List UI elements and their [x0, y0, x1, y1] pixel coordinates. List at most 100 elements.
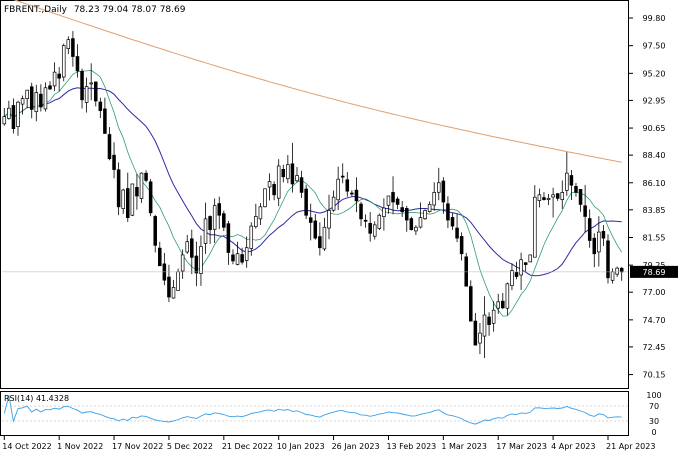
candle: [597, 216, 601, 267]
candle-body: [336, 178, 340, 201]
candle-body: [340, 175, 345, 178]
candle: [464, 252, 468, 287]
candle-body: [583, 205, 587, 217]
rsi-indicator: 100 70 30 0: [2, 391, 662, 437]
candle-body: [546, 198, 551, 200]
candle-body: [578, 188, 583, 205]
candle-body: [20, 98, 25, 105]
candle-body: [473, 320, 478, 346]
candle-body: [199, 246, 203, 274]
candle: [418, 202, 423, 229]
x-tick-label: 4 Apr 2023: [551, 442, 595, 451]
candle: [199, 235, 203, 286]
candle: [48, 81, 52, 91]
candle: [496, 293, 500, 314]
candle-body: [359, 203, 363, 220]
x-tick-label: 5 Dec 2022: [167, 442, 213, 451]
candle-body: [555, 193, 560, 199]
candle-body: [395, 198, 400, 205]
y-tick-label: 99.80: [643, 14, 666, 23]
candle-body: [299, 177, 304, 193]
candle-body: [212, 205, 217, 230]
candle: [240, 247, 244, 265]
candle: [171, 279, 176, 299]
candle: [377, 213, 382, 230]
candle-body: [263, 188, 267, 208]
candle-body: [116, 169, 121, 208]
candle: [350, 190, 354, 197]
candle: [487, 312, 491, 336]
candle-body: [514, 272, 519, 277]
candle: [546, 194, 551, 206]
candle-body: [254, 216, 258, 228]
candle: [75, 44, 80, 78]
candle-body: [450, 217, 455, 227]
candle-body: [2, 116, 7, 125]
candle-body: [592, 237, 597, 255]
candle: [112, 142, 116, 179]
y-tick-label: 79.25: [643, 261, 666, 270]
candle: [414, 225, 418, 235]
candle-body: [153, 216, 157, 246]
candle: [569, 170, 574, 200]
candle: [116, 162, 121, 216]
candle-body: [93, 81, 98, 102]
candle: [446, 196, 450, 229]
candle: [158, 241, 162, 267]
candle: [39, 84, 43, 112]
candle-body: [455, 227, 459, 239]
candle-body: [423, 210, 427, 220]
candle: [258, 202, 263, 226]
candle-body: [180, 254, 185, 272]
rsi-tick-label: 70: [649, 402, 659, 411]
candle-body: [235, 253, 240, 265]
candle: [139, 172, 144, 203]
x-tick-label: 26 Jan 2023: [332, 442, 380, 451]
candle: [20, 95, 25, 115]
candle-body: [112, 154, 116, 170]
candle-body: [281, 168, 286, 178]
candle-body: [16, 101, 20, 127]
candle-body: [167, 276, 171, 298]
candle: [148, 179, 153, 217]
y-tick-label: 74.70: [643, 316, 666, 325]
candle: [469, 280, 473, 322]
candle: [222, 210, 226, 232]
candle-body: [144, 172, 148, 181]
rsi-tick-label: 0: [651, 428, 656, 437]
candle: [226, 220, 231, 265]
price-axis: 70.15 72.45 74.70 77.00 79.25 81.55 83.85 86.10…: [2, 14, 678, 380]
candle-body: [84, 86, 89, 103]
candle: [249, 222, 254, 256]
candle-body: [432, 192, 436, 206]
candle-body: [464, 256, 468, 287]
candle: [98, 97, 103, 119]
candle: [386, 195, 391, 214]
candle-body: [523, 262, 528, 265]
candle: [395, 196, 400, 210]
y-tick-label: 95.20: [643, 69, 666, 78]
candle-body: [89, 82, 93, 85]
candle: [354, 177, 359, 213]
candle-body: [487, 316, 491, 326]
candle-body: [459, 236, 464, 255]
candle: [144, 170, 148, 183]
candle: [267, 173, 272, 201]
candle-body: [295, 175, 299, 182]
candle: [272, 181, 276, 201]
candle-body: [258, 206, 263, 220]
candle-body: [43, 87, 48, 110]
candle: [57, 67, 61, 92]
candle: [523, 262, 528, 272]
candle: [11, 98, 16, 134]
candle: [423, 209, 427, 220]
candle: [587, 209, 592, 248]
candle: [391, 176, 395, 215]
candle-body: [276, 165, 281, 199]
candle-body: [601, 231, 606, 239]
candle-body: [121, 189, 125, 209]
candle-body: [61, 45, 66, 78]
rsi-line: [3, 395, 622, 425]
candle: [327, 194, 331, 240]
candle-body: [249, 225, 254, 249]
